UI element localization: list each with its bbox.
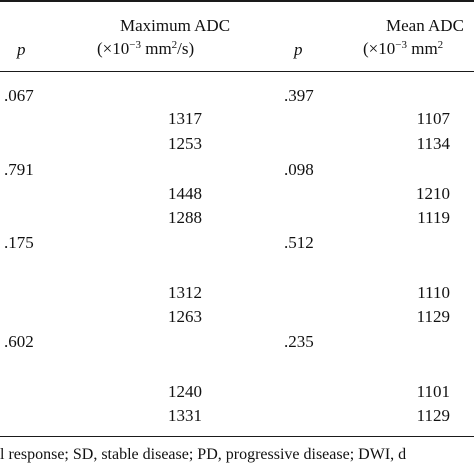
p-max-value: .175 [4,233,34,252]
max-adc-value: 1253 [168,134,202,153]
p-mean-value: .098 [284,160,314,179]
mean-adc-value: 1119 [417,208,450,227]
p-mean-value: .235 [284,332,314,351]
mean-adc-value: 1110 [417,283,450,302]
header-mean-adc-unit: (×10−3 mm2 [363,39,444,58]
max-adc-value: 1288 [168,208,202,227]
mean-adc-value: 1129 [416,307,450,326]
max-adc-value: 1240 [168,382,202,401]
max-adc-value: 1312 [168,283,202,302]
header-max-adc-unit: (×10−3 mm2/s) [97,39,195,58]
header-p-right: p [294,40,303,59]
max-adc-value: 1317 [168,109,202,128]
max-adc-value: 1448 [168,184,202,203]
p-mean-value: .397 [284,86,314,105]
header-p-left: p [17,40,26,59]
mean-adc-value: 1210 [416,184,450,203]
header-bottom-rule [0,71,474,72]
p-max-value: .791 [4,160,34,179]
max-adc-value: 1331 [168,406,202,425]
mean-adc-value: 1134 [416,134,450,153]
mean-adc-value: 1107 [416,109,450,128]
table-footnote: l response; SD, stable disease; PD, prog… [0,446,407,463]
table-bottom-rule [0,436,474,437]
header-max-adc-title: Maximum ADC [120,16,231,35]
mean-adc-value: 1129 [416,406,450,425]
p-max-value: .602 [4,332,34,351]
table-top-rule [0,0,474,2]
p-mean-value: .512 [284,233,314,252]
header-mean-adc-title: Mean ADC [386,16,464,35]
max-adc-value: 1263 [168,307,202,326]
mean-adc-value: 1101 [416,382,450,401]
p-max-value: .067 [4,86,34,105]
